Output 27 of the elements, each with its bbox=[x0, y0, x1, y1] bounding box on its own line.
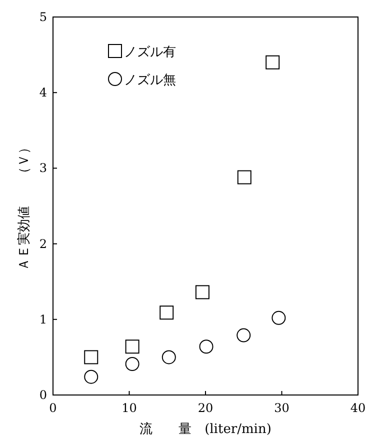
x-tick-label: 20 bbox=[198, 401, 214, 415]
point bbox=[236, 328, 251, 342]
point bbox=[84, 350, 98, 364]
point bbox=[125, 340, 140, 354]
y-axis-title: ＡＥ実効値 （Ｖ） bbox=[16, 141, 32, 271]
point bbox=[162, 350, 176, 364]
y-tick-label: 2 bbox=[39, 236, 47, 251]
y-tick-label: 3 bbox=[39, 161, 47, 176]
point bbox=[237, 170, 252, 184]
point bbox=[266, 55, 280, 70]
point bbox=[199, 340, 214, 354]
x-tick-label: 30 bbox=[274, 401, 290, 415]
point bbox=[125, 357, 140, 372]
x-tick-label: 0 bbox=[49, 401, 57, 415]
x-tick-label: 40 bbox=[350, 401, 366, 415]
y-tick-label: 1 bbox=[39, 312, 47, 326]
point bbox=[272, 310, 286, 325]
x-tick-label: 10 bbox=[122, 401, 137, 415]
legend-label: ノズル有 bbox=[124, 45, 176, 60]
y-tick-label: 4 bbox=[39, 86, 48, 100]
point bbox=[160, 306, 174, 320]
legend-label: ノズル無 bbox=[124, 73, 176, 88]
y-tick-label: 0 bbox=[39, 388, 47, 402]
x-axis-title: 流 量 (liter/min) bbox=[140, 421, 272, 437]
y-tick-label: 5 bbox=[39, 10, 47, 24]
point bbox=[195, 285, 210, 300]
point bbox=[84, 370, 98, 384]
